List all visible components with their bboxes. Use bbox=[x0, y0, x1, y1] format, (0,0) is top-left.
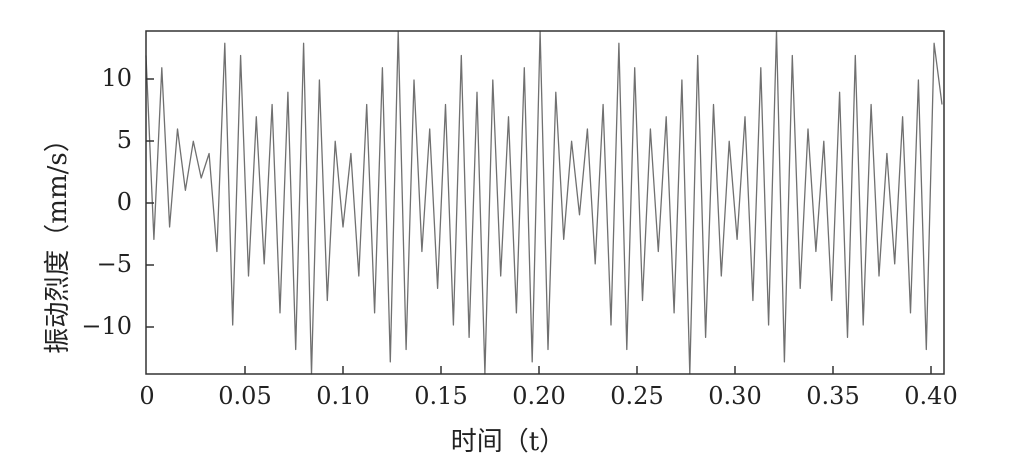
y-tick-label: −5 bbox=[97, 250, 132, 278]
x-tick-label: 0.05 bbox=[218, 382, 271, 410]
y-tick-labels: 10 5 0 −5 −10 bbox=[81, 64, 132, 340]
y-tick-label: 10 bbox=[101, 64, 132, 92]
y-tick-label: 0 bbox=[117, 188, 132, 216]
x-tick-label: 0.25 bbox=[610, 382, 663, 410]
y-tick-label: −10 bbox=[81, 312, 132, 340]
vibration-series-line bbox=[145, 30, 943, 375]
x-axis-label: 时间（t） bbox=[451, 427, 565, 457]
x-tick-label: 0.15 bbox=[414, 382, 467, 410]
y-axis-label: 振动烈度（mm/s） bbox=[43, 126, 73, 353]
x-tick-label: 0.10 bbox=[316, 382, 369, 410]
x-tick-label: 0 bbox=[139, 382, 154, 410]
y-tick-label: 5 bbox=[117, 126, 132, 154]
axis-ticks bbox=[146, 78, 932, 374]
x-tick-label: 0.40 bbox=[904, 382, 957, 410]
x-tick-label: 0.30 bbox=[708, 382, 761, 410]
x-tick-labels: 0 0.05 0.10 0.15 0.20 0.25 0.30 0.35 0.4… bbox=[139, 382, 957, 410]
x-tick-label: 0.35 bbox=[806, 382, 859, 410]
series-layer bbox=[145, 30, 943, 375]
x-tick-label: 0.20 bbox=[512, 382, 565, 410]
